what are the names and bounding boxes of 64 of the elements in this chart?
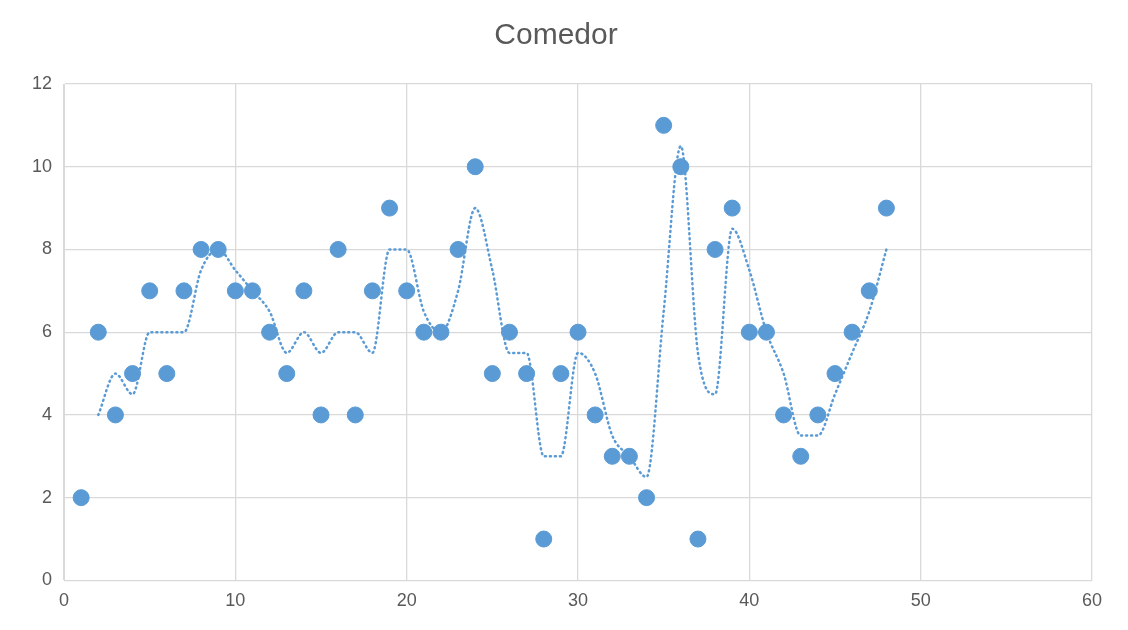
point — [672, 158, 690, 176]
point — [124, 365, 142, 383]
point — [89, 323, 107, 341]
point — [620, 447, 638, 465]
point — [723, 199, 741, 217]
point — [158, 365, 176, 383]
point — [809, 406, 827, 424]
point — [483, 365, 501, 383]
point — [552, 365, 570, 383]
point — [775, 406, 793, 424]
point — [689, 530, 707, 548]
point — [500, 323, 518, 341]
point — [757, 323, 775, 341]
y-tick-label: 0 — [42, 569, 53, 590]
point — [603, 447, 621, 465]
point — [826, 365, 844, 383]
chart-title: Comedor — [494, 17, 618, 51]
point — [586, 406, 604, 424]
point — [740, 323, 758, 341]
point — [329, 240, 347, 258]
x-tick-label: 20 — [396, 590, 417, 611]
point — [106, 406, 124, 424]
y-tick-label: 8 — [42, 238, 53, 259]
point — [860, 282, 878, 300]
point — [141, 282, 159, 300]
point — [295, 282, 313, 300]
x-tick-label: 50 — [910, 590, 931, 611]
x-tick-label: 40 — [739, 590, 760, 611]
point — [415, 323, 433, 341]
point — [706, 240, 724, 258]
point — [312, 406, 330, 424]
point — [398, 282, 416, 300]
point — [209, 240, 227, 258]
y-tick-label: 10 — [31, 155, 53, 176]
point — [261, 323, 279, 341]
y-tick-label: 12 — [31, 72, 53, 93]
x-tick-label: 30 — [568, 590, 589, 611]
x-tick-label: 10 — [225, 590, 246, 611]
point — [346, 406, 364, 424]
point — [466, 158, 484, 176]
y-tick-label: 2 — [42, 486, 53, 507]
point — [449, 240, 467, 258]
point — [569, 323, 587, 341]
point — [226, 282, 244, 300]
point — [192, 240, 210, 258]
point — [278, 365, 296, 383]
x-tick-label: 0 — [59, 590, 70, 611]
point — [175, 282, 193, 300]
point — [638, 489, 656, 507]
point — [243, 282, 261, 300]
y-tick-label: 6 — [42, 321, 53, 342]
point — [518, 365, 536, 383]
x-tick-label: 60 — [1081, 590, 1103, 611]
point — [381, 199, 399, 217]
point — [363, 282, 381, 300]
point — [655, 116, 673, 134]
point — [792, 447, 810, 465]
y-tick-label: 4 — [42, 403, 53, 424]
point — [535, 530, 553, 548]
point — [72, 489, 90, 507]
point — [877, 199, 895, 217]
line-series — [97, 144, 888, 479]
point — [843, 323, 861, 341]
point — [432, 323, 450, 341]
